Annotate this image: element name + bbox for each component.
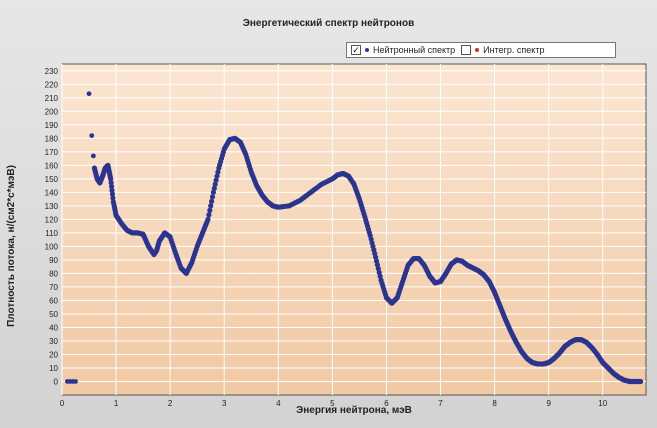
y-tick-label: 10 bbox=[49, 364, 58, 373]
data-point bbox=[89, 133, 95, 139]
data-point bbox=[210, 189, 217, 195]
x-axis-label: Энергия нейтрона, мэВ bbox=[296, 405, 412, 416]
y-tick-label: 70 bbox=[49, 283, 58, 292]
x-tick-label: 1 bbox=[114, 399, 119, 408]
y-tick-label: 60 bbox=[49, 296, 58, 305]
legend: ✓ Нейтронный спектр Интегр. спектр bbox=[346, 42, 616, 58]
grid bbox=[61, 64, 646, 395]
x-tick-label: 8 bbox=[492, 399, 497, 408]
y-tick-label: 20 bbox=[49, 350, 58, 359]
y-tick-label: 140 bbox=[45, 188, 59, 197]
legend-checkbox-integral-spectrum[interactable] bbox=[461, 45, 472, 55]
data-point-interpolated bbox=[209, 194, 216, 200]
x-tick-label: 0 bbox=[60, 399, 65, 408]
legend-label-neutron-spectrum: Нейтронный спектр bbox=[373, 45, 456, 55]
data-point bbox=[73, 379, 78, 384]
data-point-interpolated bbox=[110, 195, 116, 201]
data-point-interpolated bbox=[208, 203, 214, 209]
data-point-interpolated bbox=[108, 180, 114, 186]
x-tick-label: 10 bbox=[598, 399, 607, 408]
y-tick-label: 40 bbox=[49, 323, 58, 332]
data-point-interpolated bbox=[215, 169, 221, 175]
data-point bbox=[86, 91, 92, 97]
x-tick-label: 4 bbox=[276, 399, 281, 408]
y-axis-label: Плотность потока, н/(см2*с*мэВ) bbox=[6, 165, 17, 327]
legend-marker-neutron-spectrum bbox=[365, 48, 369, 52]
x-tick-label: 6 bbox=[384, 399, 389, 408]
data-point-interpolated bbox=[206, 212, 212, 218]
data-point-interpolated bbox=[109, 187, 115, 193]
y-tick-label: 0 bbox=[54, 377, 59, 386]
x-tick-label: 3 bbox=[222, 399, 227, 408]
data-point-interpolated bbox=[109, 191, 116, 197]
y-tick-label: 180 bbox=[45, 134, 59, 143]
y-tick-label: 30 bbox=[49, 337, 58, 346]
y-tick-label: 110 bbox=[45, 229, 58, 238]
data-point bbox=[90, 153, 96, 159]
y-tick-label: 190 bbox=[45, 121, 59, 130]
y-tick-label: 220 bbox=[45, 80, 59, 89]
legend-item-integral-spectrum[interactable]: Интегр. спектр bbox=[461, 45, 544, 55]
axis-ticks: 0102030405060708090100110120130140150160… bbox=[45, 67, 608, 408]
data-point-interpolated bbox=[214, 173, 220, 179]
legend-marker-integral-spectrum bbox=[475, 48, 480, 52]
y-tick-label: 150 bbox=[45, 175, 59, 184]
y-tick-label: 200 bbox=[45, 107, 59, 116]
data-point-interpolated bbox=[108, 183, 115, 190]
y-tick-label: 100 bbox=[45, 242, 59, 251]
y-tick-label: 90 bbox=[49, 256, 58, 265]
y-tick-label: 120 bbox=[45, 215, 59, 224]
y-tick-label: 230 bbox=[45, 67, 59, 76]
x-tick-label: 9 bbox=[546, 399, 551, 408]
y-tick-label: 50 bbox=[49, 310, 58, 319]
data-point-interpolated bbox=[213, 177, 219, 183]
y-tick-label: 210 bbox=[45, 94, 59, 103]
data-point bbox=[637, 378, 644, 385]
y-tick-label: 130 bbox=[45, 202, 59, 211]
data-point bbox=[108, 176, 114, 182]
legend-label-integral-spectrum: Интегр. спектр bbox=[483, 45, 545, 55]
x-tick-label: 5 bbox=[330, 399, 335, 408]
y-tick-label: 160 bbox=[45, 161, 59, 170]
data-point-interpolated bbox=[212, 181, 218, 187]
x-tick-label: 7 bbox=[438, 399, 443, 408]
data-point-interpolated bbox=[207, 207, 213, 213]
chart-title: Энергетический спектр нейтронов bbox=[242, 18, 415, 29]
y-tick-label: 80 bbox=[49, 269, 58, 278]
x-tick-label: 2 bbox=[168, 399, 173, 408]
series-neutron-spectrum bbox=[65, 91, 644, 385]
y-tick-label: 170 bbox=[45, 148, 59, 157]
data-point-interpolated bbox=[209, 198, 215, 204]
legend-item-neutron-spectrum[interactable]: ✓ Нейтронный спектр bbox=[351, 45, 455, 55]
data-point bbox=[205, 216, 211, 222]
data-point-interpolated bbox=[211, 185, 217, 191]
legend-checkbox-neutron-spectrum[interactable]: ✓ bbox=[351, 44, 361, 55]
plot-area bbox=[61, 63, 647, 396]
